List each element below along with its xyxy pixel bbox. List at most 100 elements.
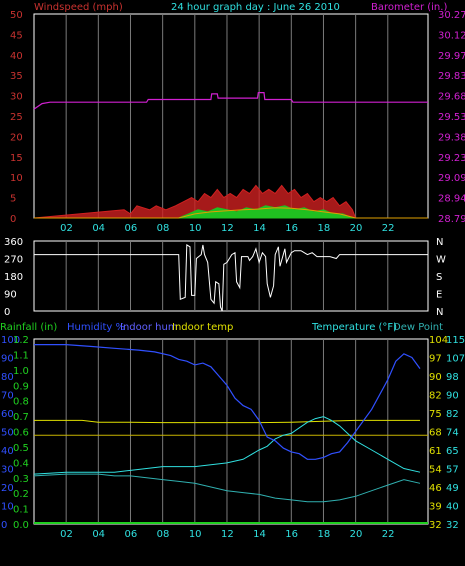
rain-axis-label: Rainfall (in) <box>0 322 57 333</box>
temp-xtick-7: 16 <box>285 529 298 540</box>
hum-tick-5: 50 <box>1 428 14 439</box>
humidity-label: Humidity % <box>67 322 125 333</box>
wind-xtick-0: 02 <box>60 223 73 234</box>
rain-tick-6: 0.6 <box>13 428 29 439</box>
wind-tick-6: 30 <box>10 92 23 103</box>
temp-tick-1: 39 <box>429 502 442 513</box>
compass-tick-0: N <box>436 237 443 248</box>
baro-tick-2: 29.09 <box>438 173 465 184</box>
wind-tick-3: 15 <box>10 153 23 164</box>
baro-axis-label: Barometer (in.) <box>371 2 447 13</box>
dew-tick-4: 65 <box>446 446 459 457</box>
hum-tick-4: 40 <box>1 446 14 457</box>
dew-tick-9: 107 <box>446 354 465 365</box>
wind-tick-2: 10 <box>10 173 23 184</box>
wind-xtick-1: 04 <box>92 223 105 234</box>
temp-tick-8: 90 <box>429 372 442 383</box>
wind-avg-line <box>34 207 428 219</box>
wind-xtick-6: 14 <box>253 223 266 234</box>
temp-tick-7: 82 <box>429 391 442 402</box>
temp-xtick-5: 12 <box>221 529 234 540</box>
wind-tick-0: 0 <box>10 214 16 225</box>
hum-tick-7: 70 <box>1 391 14 402</box>
compass-tick-4: N <box>436 307 443 318</box>
rain-tick-4: 0.4 <box>13 458 29 469</box>
temperature-axis-label: Temperature (°F) <box>311 322 397 333</box>
dir-tick-1: 270 <box>4 255 23 266</box>
temp-tick-3: 54 <box>429 465 442 476</box>
wind-direction-line <box>34 244 428 312</box>
hum-tick-2: 20 <box>1 483 14 494</box>
hum-tick-10: 100 <box>1 335 20 346</box>
temp-xtick-9: 20 <box>350 529 363 540</box>
barometer-line <box>33 91 428 110</box>
dew-tick-7: 90 <box>446 391 459 402</box>
gust-area <box>33 184 428 219</box>
temp-xtick-6: 14 <box>253 529 266 540</box>
compass-tick-2: S <box>436 272 442 283</box>
dew-tick-1: 40 <box>446 502 459 513</box>
wind-xtick-2: 06 <box>124 223 137 234</box>
wind-xtick-10: 22 <box>382 223 395 234</box>
temp-xtick-1: 04 <box>92 529 105 540</box>
temp-tick-10: 104 <box>429 335 448 346</box>
graph-title: 24 hour graph day : June 26 2010 <box>171 2 340 13</box>
dew-tick-10: 115 <box>446 335 465 346</box>
baro-tick-4: 29.38 <box>438 132 465 143</box>
temp-xtick-2: 06 <box>124 529 137 540</box>
dew-tick-5: 74 <box>446 428 459 439</box>
rain-tick-11: 1.1 <box>13 350 29 361</box>
hum-tick-6: 60 <box>1 409 14 420</box>
rain-tick-1: 0.1 <box>13 505 29 516</box>
wind-xtick-5: 12 <box>221 223 234 234</box>
wind-tick-1: 5 <box>10 194 16 205</box>
hum-tick-8: 80 <box>1 372 14 383</box>
baro-tick-0: 28.79 <box>438 214 465 225</box>
temp-tick-4: 61 <box>429 446 442 457</box>
temp-tick-6: 75 <box>429 409 442 420</box>
baro-tick-5: 29.53 <box>438 112 465 123</box>
dir-tick-2: 180 <box>4 272 23 283</box>
baro-tick-3: 29.23 <box>438 153 465 164</box>
wind-tick-8: 40 <box>10 51 23 62</box>
temp-tick-2: 46 <box>429 483 442 494</box>
rain-tick-3: 0.3 <box>13 474 29 485</box>
rain-tick-8: 0.8 <box>13 397 29 408</box>
dew-tick-3: 57 <box>446 465 459 476</box>
baro-tick-6: 29.68 <box>438 92 465 103</box>
dewpoint-line <box>33 473 421 503</box>
temp-xtick-0: 02 <box>60 529 73 540</box>
wind-xtick-9: 20 <box>350 223 363 234</box>
dewpoint-axis-label: Dew Point <box>393 322 443 333</box>
temp-xtick-8: 18 <box>317 529 330 540</box>
temp-panel-frame <box>33 338 429 525</box>
wind-panel-frame <box>33 13 429 219</box>
wind-xtick-3: 08 <box>157 223 170 234</box>
compass-tick-3: E <box>436 290 442 301</box>
dew-tick-2: 49 <box>446 483 459 494</box>
temp-tick-5: 68 <box>429 428 442 439</box>
dew-tick-8: 98 <box>446 372 459 383</box>
dir-tick-4: 0 <box>4 307 10 318</box>
temp-xtick-3: 08 <box>157 529 170 540</box>
hum-tick-1: 10 <box>1 502 14 513</box>
baro-tick-7: 29.83 <box>438 71 465 82</box>
temperature-line <box>33 416 421 475</box>
temp-tick-9: 97 <box>429 354 442 365</box>
rain-tick-12: 1.2 <box>13 335 29 346</box>
rain-tick-7: 0.7 <box>13 412 29 423</box>
wind-tick-7: 35 <box>10 71 23 82</box>
hum-tick-9: 90 <box>1 354 14 365</box>
rain-tick-10: 1.0 <box>13 366 29 377</box>
wind-xtick-8: 18 <box>317 223 330 234</box>
temp-tick-0: 32 <box>429 520 442 531</box>
rain-tick-9: 0.9 <box>13 381 29 392</box>
wind-tick-4: 20 <box>10 132 23 143</box>
wind-tick-10: 50 <box>10 10 23 21</box>
dir-tick-3: 90 <box>4 290 17 301</box>
indoor-hum-label: Indoor hum <box>120 322 178 333</box>
dew-tick-6: 82 <box>446 409 459 420</box>
compass-tick-1: W <box>436 255 446 266</box>
rain-tick-2: 0.2 <box>13 489 29 500</box>
